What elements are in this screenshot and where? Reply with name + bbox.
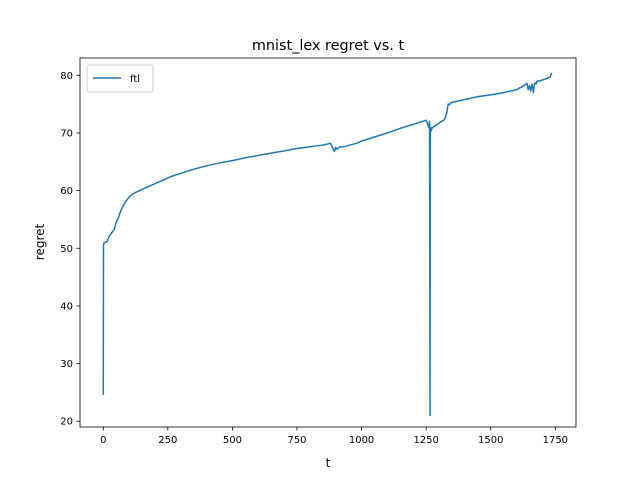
legend-label: ftl (130, 74, 140, 85)
y-axis-label: regret (33, 223, 47, 260)
y-tick-label: 20 (60, 417, 73, 428)
series-line-ftl (102, 72, 553, 417)
x-axis-label: t (326, 456, 331, 470)
legend: ftl (86, 64, 154, 93)
x-tick-label: 1250 (413, 435, 438, 446)
y-tick-label: 80 (60, 71, 73, 82)
x-tick-label: 0 (100, 435, 106, 446)
axes: 0 250 500 750 1000 1250 1500 1750 20 30 40 50 60 70 80 (60, 57, 577, 446)
y-tick-label: 30 (60, 359, 73, 370)
x-tick-label: 1750 (543, 435, 568, 446)
plot-frame (79, 57, 577, 428)
x-tick-label: 250 (158, 435, 177, 446)
x-tick-label: 1000 (349, 435, 374, 446)
x-tick-label: 1500 (478, 435, 503, 446)
plot-area (102, 72, 553, 417)
y-tick-label: 40 (60, 301, 73, 312)
y-tick-label: 60 (60, 186, 73, 197)
x-tick-label: 500 (223, 435, 242, 446)
x-tick-label: 750 (287, 435, 306, 446)
y-tick-label: 70 (60, 128, 73, 139)
chart-title: mnist_lex regret vs. t (252, 38, 405, 54)
y-tick-label: 50 (60, 244, 73, 255)
